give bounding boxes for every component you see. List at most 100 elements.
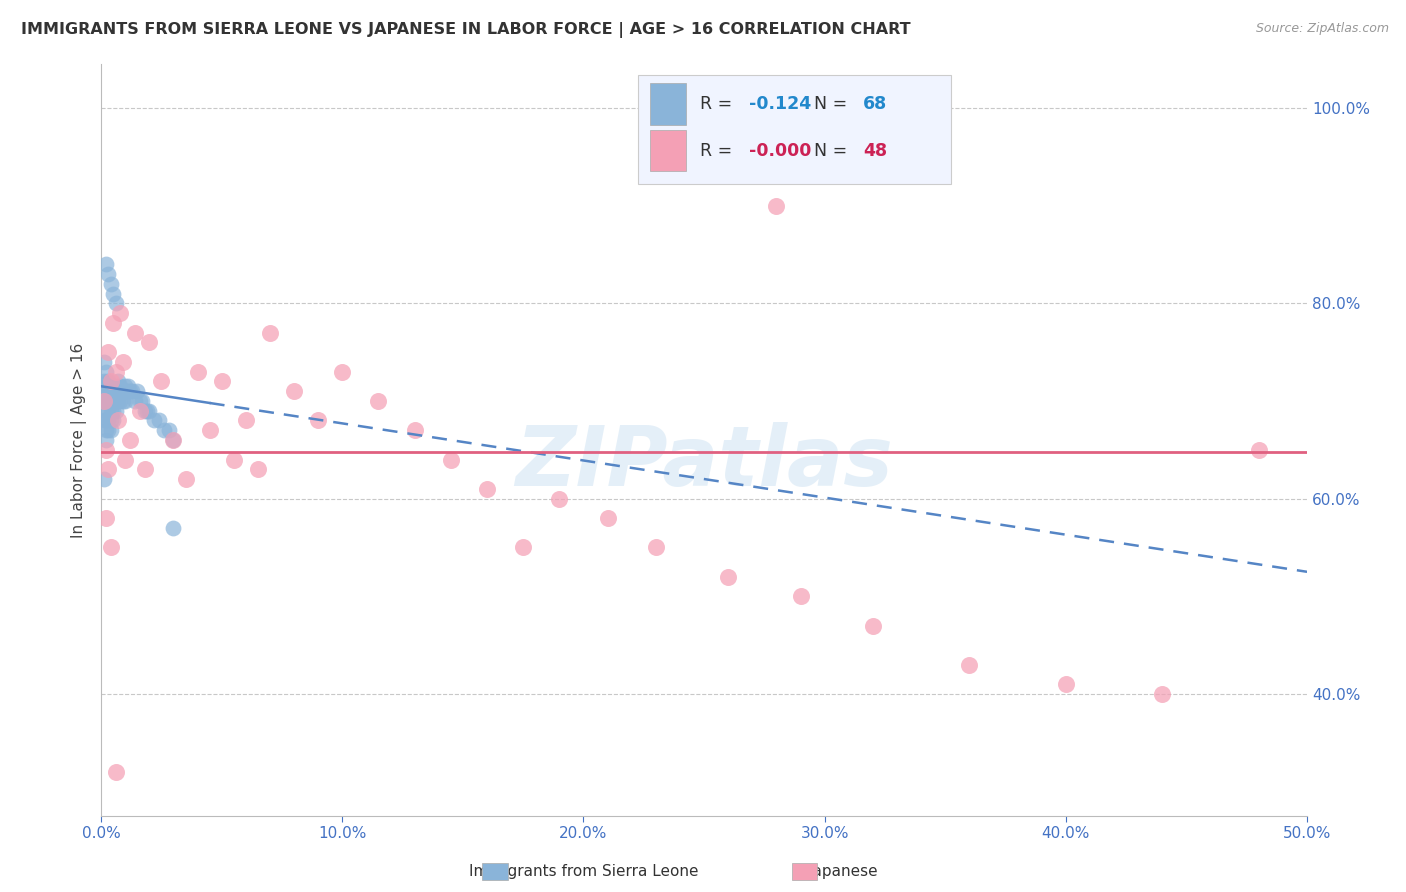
Y-axis label: In Labor Force | Age > 16: In Labor Force | Age > 16 <box>72 343 87 538</box>
Point <box>100 384 122 399</box>
Point <box>93 375 115 389</box>
Point <box>107 384 129 399</box>
Text: Source: ZipAtlas.com: Source: ZipAtlas.com <box>1256 22 1389 36</box>
Point <box>259 326 281 340</box>
Point <box>94 379 117 393</box>
Point <box>97 379 120 393</box>
Point <box>114 379 136 393</box>
Text: 68: 68 <box>863 95 887 113</box>
Point <box>111 355 134 369</box>
Point <box>94 257 117 271</box>
Point <box>104 403 127 417</box>
Point <box>862 618 884 632</box>
Point <box>94 442 117 457</box>
Point <box>103 403 125 417</box>
Point <box>131 393 153 408</box>
Point <box>198 423 221 437</box>
Text: ZIPatlas: ZIPatlas <box>515 422 893 503</box>
Point <box>114 393 136 408</box>
Point <box>138 335 160 350</box>
Point <box>94 423 117 437</box>
Point <box>143 413 166 427</box>
Point <box>100 375 122 389</box>
Point <box>100 393 122 408</box>
Point <box>150 375 173 389</box>
Point <box>104 365 127 379</box>
Point <box>93 472 115 486</box>
Point <box>103 393 125 408</box>
Point <box>97 393 120 408</box>
Point <box>104 296 127 310</box>
Point <box>97 423 120 437</box>
Point <box>1247 442 1270 457</box>
Text: N =: N = <box>803 142 852 160</box>
Point <box>187 365 209 379</box>
Point <box>512 541 534 555</box>
FancyBboxPatch shape <box>650 83 686 125</box>
Point <box>97 413 120 427</box>
Point <box>117 384 139 399</box>
Point <box>103 316 125 330</box>
Text: N =: N = <box>803 95 852 113</box>
Text: Japanese: Japanese <box>808 864 879 879</box>
Point <box>117 379 139 393</box>
Point <box>765 199 787 213</box>
Point <box>104 393 127 408</box>
Point <box>211 375 233 389</box>
Point <box>100 403 122 417</box>
Point <box>148 413 170 427</box>
FancyBboxPatch shape <box>650 130 686 171</box>
Point <box>404 423 426 437</box>
Point <box>128 393 150 408</box>
Text: IMMIGRANTS FROM SIERRA LEONE VS JAPANESE IN LABOR FORCE | AGE > 16 CORRELATION C: IMMIGRANTS FROM SIERRA LEONE VS JAPANESE… <box>21 22 911 38</box>
Point <box>104 764 127 779</box>
Point <box>94 365 117 379</box>
Text: -0.000: -0.000 <box>749 142 811 160</box>
Point <box>93 413 115 427</box>
Point <box>153 423 176 437</box>
Point <box>110 384 132 399</box>
Point <box>162 521 184 535</box>
Point <box>162 433 184 447</box>
Text: R =: R = <box>700 95 738 113</box>
Point <box>307 413 329 427</box>
FancyBboxPatch shape <box>638 75 952 185</box>
Point <box>97 384 120 399</box>
Point <box>97 267 120 281</box>
Point <box>644 541 666 555</box>
Point <box>94 511 117 525</box>
Point <box>440 452 463 467</box>
Point <box>103 413 125 427</box>
Point <box>100 379 122 393</box>
Point <box>596 511 619 525</box>
Point <box>475 482 498 496</box>
Point <box>103 286 125 301</box>
Point <box>93 393 115 408</box>
Point <box>367 393 389 408</box>
Point <box>97 462 120 476</box>
Text: Immigrants from Sierra Leone: Immigrants from Sierra Leone <box>468 864 699 879</box>
Point <box>114 452 136 467</box>
Point <box>94 403 117 417</box>
Point <box>110 379 132 393</box>
Point <box>100 413 122 427</box>
Point <box>1152 687 1174 701</box>
Point <box>957 657 980 672</box>
Point <box>283 384 305 399</box>
Point <box>120 384 142 399</box>
Point <box>94 393 117 408</box>
Point <box>107 375 129 389</box>
Point <box>107 413 129 427</box>
Point <box>103 379 125 393</box>
Point <box>114 384 136 399</box>
Point <box>100 277 122 291</box>
Point <box>1054 677 1077 691</box>
Text: 48: 48 <box>863 142 887 160</box>
Point <box>330 365 353 379</box>
Point <box>162 433 184 447</box>
Point <box>222 452 245 467</box>
Text: -0.124: -0.124 <box>749 95 811 113</box>
Point <box>93 393 115 408</box>
Point <box>134 462 156 476</box>
Point <box>124 393 146 408</box>
